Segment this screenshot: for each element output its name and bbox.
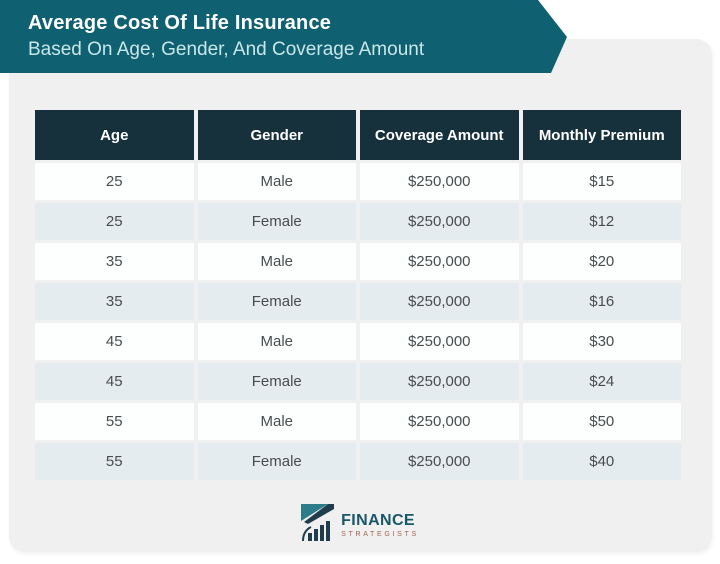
- premium-table: Age Gender Coverage Amount Monthly Premi…: [31, 107, 685, 483]
- cell-coverage: $250,000: [360, 243, 519, 280]
- cell-gender: Male: [197, 403, 356, 440]
- column-header-age: Age: [35, 110, 194, 160]
- cell-gender: Female: [197, 283, 356, 320]
- cell-gender: Female: [197, 363, 356, 400]
- premium-table-wrap: Age Gender Coverage Amount Monthly Premi…: [31, 107, 685, 483]
- cell-gender: Female: [197, 203, 356, 240]
- bar-chart-logo-icon: [301, 504, 335, 546]
- column-header-coverage-amount: Coverage Amount: [360, 110, 519, 160]
- logo-text: FINANCE STRATEGISTS: [341, 511, 419, 538]
- table-row: 45 Female $250,000 $24: [35, 363, 681, 400]
- cell-gender: Male: [197, 243, 356, 280]
- table-row: 25 Male $250,000 $15: [35, 163, 681, 200]
- cell-premium: $24: [522, 363, 681, 400]
- cell-coverage: $250,000: [360, 323, 519, 360]
- cell-premium: $15: [522, 163, 681, 200]
- title-banner: Average Cost Of Life Insurance Based On …: [0, 0, 567, 73]
- cell-age: 35: [35, 283, 194, 320]
- cell-premium: $40: [522, 443, 681, 480]
- logo-secondary-text: STRATEGISTS: [341, 530, 419, 538]
- cell-premium: $16: [522, 283, 681, 320]
- cell-age: 25: [35, 163, 194, 200]
- column-header-monthly-premium: Monthly Premium: [522, 110, 681, 160]
- page-title: Average Cost Of Life Insurance: [28, 12, 332, 35]
- cell-gender: Male: [197, 323, 356, 360]
- table-row: 55 Female $250,000 $40: [35, 443, 681, 480]
- cell-gender: Male: [197, 163, 356, 200]
- cell-coverage: $250,000: [360, 283, 519, 320]
- cell-coverage: $250,000: [360, 203, 519, 240]
- cell-premium: $12: [522, 203, 681, 240]
- cell-premium: $30: [522, 323, 681, 360]
- table-row: 25 Female $250,000 $12: [35, 203, 681, 240]
- table-row: 55 Male $250,000 $50: [35, 403, 681, 440]
- column-header-gender: Gender: [197, 110, 356, 160]
- cell-age: 35: [35, 243, 194, 280]
- cell-premium: $50: [522, 403, 681, 440]
- cell-coverage: $250,000: [360, 403, 519, 440]
- cell-coverage: $250,000: [360, 443, 519, 480]
- cell-premium: $20: [522, 243, 681, 280]
- cell-gender: Female: [197, 443, 356, 480]
- cell-age: 45: [35, 323, 194, 360]
- table-row: 35 Female $250,000 $16: [35, 283, 681, 320]
- table-row: 35 Male $250,000 $20: [35, 243, 681, 280]
- cell-coverage: $250,000: [360, 363, 519, 400]
- cell-coverage: $250,000: [360, 163, 519, 200]
- cell-age: 45: [35, 363, 194, 400]
- table-header-row: Age Gender Coverage Amount Monthly Premi…: [35, 110, 681, 160]
- logo-primary-text: FINANCE: [341, 511, 416, 529]
- cell-age: 55: [35, 443, 194, 480]
- table-row: 45 Male $250,000 $30: [35, 323, 681, 360]
- cell-age: 55: [35, 403, 194, 440]
- page-subtitle: Based On Age, Gender, And Coverage Amoun…: [28, 39, 425, 61]
- cell-age: 25: [35, 203, 194, 240]
- finance-strategists-logo: FINANCE STRATEGISTS: [0, 504, 720, 546]
